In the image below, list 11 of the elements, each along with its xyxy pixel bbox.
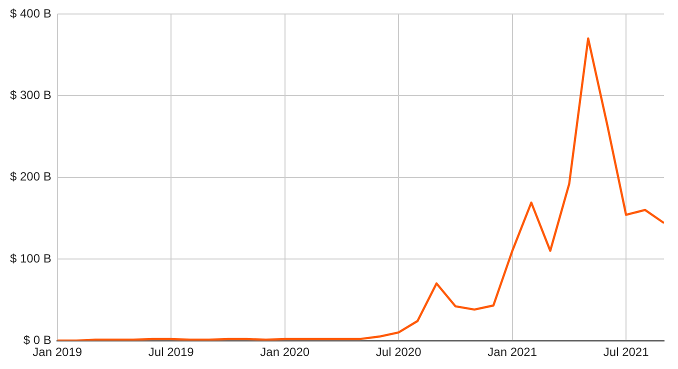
x-tick-label: Jan 2021 <box>488 345 538 360</box>
x-tick-label: Jul 2021 <box>603 345 650 360</box>
x-tick-label: Jan 2020 <box>260 345 310 360</box>
y-tick-label: $ 100 B <box>10 251 52 266</box>
x-tick-label: Jul 2020 <box>376 345 422 360</box>
x-tick-label: Jan 2019 <box>32 345 82 360</box>
y-tick-label: $ 300 B <box>10 88 52 102</box>
x-tick-label: Jul 2019 <box>148 345 194 360</box>
y-tick-label: $ 200 B <box>10 170 52 184</box>
y-tick-label: $ 0 B <box>23 332 52 347</box>
y-tick-label: $ 400 B <box>10 6 52 20</box>
